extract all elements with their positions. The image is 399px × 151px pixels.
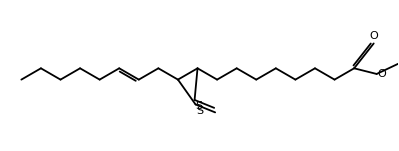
Text: O: O [378, 69, 386, 79]
Text: S: S [197, 106, 204, 116]
Text: S: S [196, 101, 203, 111]
Text: O: O [369, 31, 378, 41]
